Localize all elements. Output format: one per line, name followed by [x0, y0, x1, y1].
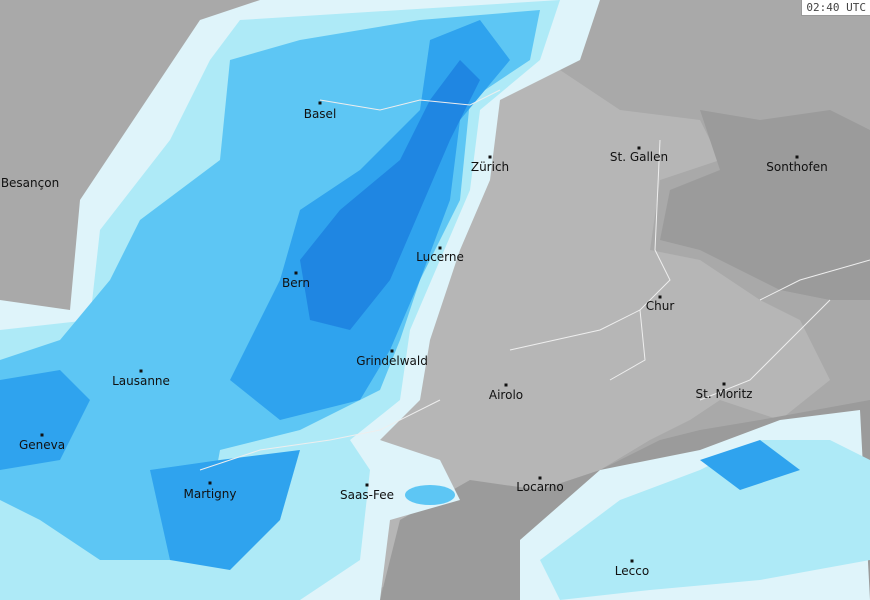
city-dot [538, 476, 542, 480]
city-dot [365, 483, 369, 487]
city-label-zurich[interactable]: Zürich [470, 160, 510, 174]
city-dot [318, 101, 322, 105]
city-label-geneva[interactable]: Geneva [18, 438, 66, 452]
city-label-lecco[interactable]: Lecco [614, 564, 650, 578]
city-label-st-gallen[interactable]: St. Gallen [609, 150, 669, 164]
city-dot [438, 246, 442, 250]
city-label-st-moritz[interactable]: St. Moritz [695, 387, 753, 401]
city-dot [795, 155, 799, 159]
city-label-bern[interactable]: Bern [282, 276, 310, 290]
city-dot [40, 433, 44, 437]
city-dot [637, 146, 641, 150]
neighbor-region [660, 110, 870, 300]
city-dot [208, 481, 212, 485]
city-dot [630, 559, 634, 563]
city-dot [658, 295, 662, 299]
city-dot [390, 349, 394, 353]
city-label-chur[interactable]: Chur [645, 299, 675, 313]
borders [199, 89, 870, 471]
city-label-airolo[interactable]: Airolo [488, 388, 524, 402]
city-label-locarno[interactable]: Locarno [516, 480, 564, 494]
city-label-sonthofen[interactable]: Sonthofen [766, 160, 828, 174]
city-label-grindelwald[interactable]: Grindelwald [356, 354, 428, 368]
city-label-besancon[interactable]: Besançon [0, 176, 60, 190]
timestamp-label: 02:40 UTC [801, 0, 870, 16]
city-dot [504, 383, 508, 387]
city-dot [722, 382, 726, 386]
city-label-lucerne[interactable]: Lucerne [416, 250, 464, 264]
city-dot [488, 155, 492, 159]
city-dot [294, 271, 298, 275]
city-label-martigny[interactable]: Martigny [183, 487, 237, 501]
city-label-saas-fee[interactable]: Saas-Fee [340, 488, 394, 502]
city-label-basel[interactable]: Basel [303, 107, 337, 121]
city-dot [139, 369, 143, 373]
city-label-lausanne[interactable]: Lausanne [112, 374, 170, 388]
